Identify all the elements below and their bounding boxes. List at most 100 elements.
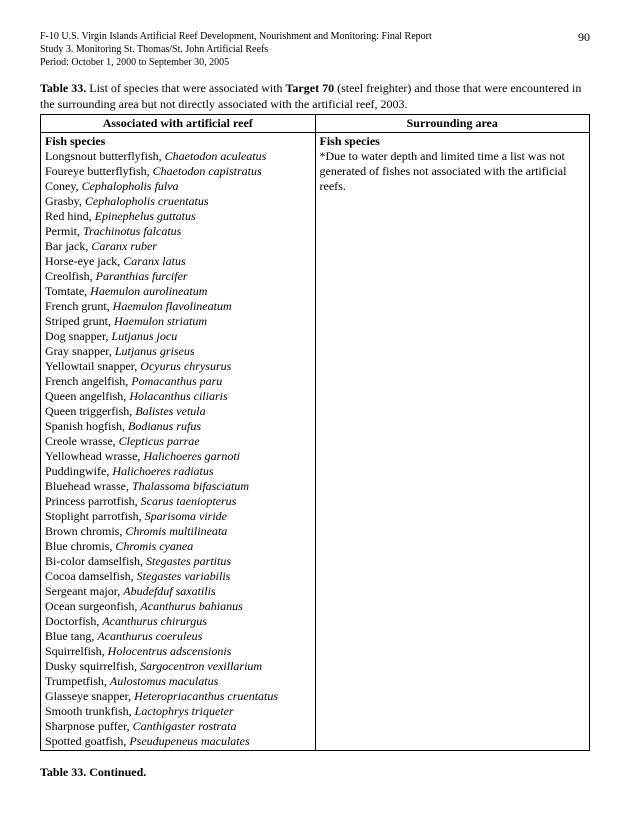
cell-right: Fish species *Due to water depth and lim… [315, 133, 590, 751]
species-list: Longsnout butterflyfish, Chaetodon acule… [45, 149, 311, 749]
species-scientific-name: Canthigaster rostrata [133, 719, 237, 733]
header-line-1: F-10 U.S. Virgin Islands Artificial Reef… [40, 30, 432, 43]
page-number: 90 [578, 30, 590, 45]
species-scientific-name: Lutjanus griseus [115, 344, 195, 358]
species-common-name: Grasby, [45, 194, 85, 208]
species-common-name: Queen triggerfish, [45, 404, 135, 418]
species-common-name: Sharpnose puffer, [45, 719, 133, 733]
species-scientific-name: Halichoeres radiatus [112, 464, 213, 478]
species-common-name: Queen angelfish, [45, 389, 129, 403]
species-scientific-name: Chromis cyanea [115, 539, 193, 553]
species-line: Sharpnose puffer, Canthigaster rostrata [45, 719, 311, 734]
species-common-name: Stoplight parrotfish, [45, 509, 145, 523]
species-scientific-name: Epinephelus guttatus [95, 209, 196, 223]
species-common-name: Permit, [45, 224, 83, 238]
species-scientific-name: Acanthurus bahianus [140, 599, 242, 613]
species-scientific-name: Holacanthus ciliaris [129, 389, 227, 403]
species-line: Gray snapper, Lutjanus griseus [45, 344, 311, 359]
species-scientific-name: Caranx ruber [91, 239, 157, 253]
species-scientific-name: Thalassoma bifasciatum [132, 479, 249, 493]
table-body-row: Fish species Longsnout butterflyfish, Ch… [41, 133, 590, 751]
species-line: Dusky squirrelfish, Sargocentron vexilla… [45, 659, 311, 674]
species-scientific-name: Lutjanus jocu [112, 329, 178, 343]
caption-table-label: Table 33. [40, 81, 86, 95]
species-scientific-name: Paranthias furcifer [96, 269, 188, 283]
caption-target: Target 70 [286, 81, 335, 95]
species-scientific-name: Bodianus rufus [128, 419, 201, 433]
species-line: Cocoa damselfish, Stegastes variabilis [45, 569, 311, 584]
species-common-name: Blue tang, [45, 629, 97, 643]
species-common-name: Glasseye snapper, [45, 689, 134, 703]
species-line: Princess parrotfish, Scarus taeniopterus [45, 494, 311, 509]
species-line: Dog snapper, Lutjanus jocu [45, 329, 311, 344]
species-common-name: Bar jack, [45, 239, 91, 253]
species-scientific-name: Haemulon flavolineatum [113, 299, 232, 313]
species-line: Doctorfish, Acanthurus chirurgus [45, 614, 311, 629]
species-common-name: Spanish hogfish, [45, 419, 128, 433]
species-common-name: Tomtate, [45, 284, 90, 298]
col-header-left: Associated with artificial reef [41, 115, 316, 133]
species-line: Queen angelfish, Holacanthus ciliaris [45, 389, 311, 404]
species-scientific-name: Lactophrys triqueter [135, 704, 234, 718]
species-common-name: Gray snapper, [45, 344, 115, 358]
species-scientific-name: Balistes vetula [135, 404, 205, 418]
species-line: Bi-color damselfish, Stegastes partitus [45, 554, 311, 569]
species-line: Red hind, Epinephelus guttatus [45, 209, 311, 224]
header-lines: F-10 U.S. Virgin Islands Artificial Reef… [40, 30, 432, 69]
right-section-title: Fish species [320, 134, 586, 149]
species-common-name: Blue chromis, [45, 539, 115, 553]
species-common-name: Trumpetfish, [45, 674, 110, 688]
species-common-name: Coney, [45, 179, 82, 193]
species-scientific-name: Acanthurus chirurgus [102, 614, 207, 628]
species-line: Bluehead wrasse, Thalassoma bifasciatum [45, 479, 311, 494]
species-line: Smooth trunkfish, Lactophrys triqueter [45, 704, 311, 719]
table-header-row: Associated with artificial reef Surround… [41, 115, 590, 133]
header-line-3: Period: October 1, 2000 to September 30,… [40, 56, 432, 69]
species-common-name: Striped grunt, [45, 314, 114, 328]
species-scientific-name: Pomacanthus paru [131, 374, 222, 388]
species-common-name: Bi-color damselfish, [45, 554, 146, 568]
species-scientific-name: Chromis multilineata [125, 524, 227, 538]
species-scientific-name: Heteropriacanthus cruentatus [134, 689, 278, 703]
species-scientific-name: Aulostomus maculatus [110, 674, 218, 688]
species-common-name: Puddingwife, [45, 464, 112, 478]
species-line: Grasby, Cephalopholis cruentatus [45, 194, 311, 209]
species-line: Longsnout butterflyfish, Chaetodon acule… [45, 149, 311, 164]
header-line-2: Study 3. Monitoring St. Thomas/St. John … [40, 43, 432, 56]
species-line: Creole wrasse, Clepticus parrae [45, 434, 311, 449]
species-scientific-name: Acanthurus coeruleus [97, 629, 202, 643]
species-line: Bar jack, Caranx ruber [45, 239, 311, 254]
species-common-name: Squirrelfish, [45, 644, 108, 658]
species-line: Creolfish, Paranthias furcifer [45, 269, 311, 284]
species-line: Brown chromis, Chromis multilineata [45, 524, 311, 539]
species-common-name: Longsnout butterflyfish, [45, 149, 165, 163]
species-scientific-name: Caranx latus [123, 254, 185, 268]
page-header: F-10 U.S. Virgin Islands Artificial Reef… [40, 30, 590, 69]
species-line: Permit, Trachinotus falcatus [45, 224, 311, 239]
species-line: Queen triggerfish, Balistes vetula [45, 404, 311, 419]
species-scientific-name: Halichoeres garnoti [143, 449, 240, 463]
species-line: Tomtate, Haemulon aurolineatum [45, 284, 311, 299]
species-scientific-name: Chaetodon aculeatus [165, 149, 267, 163]
species-common-name: Brown chromis, [45, 524, 125, 538]
species-line: Glasseye snapper, Heteropriacanthus crue… [45, 689, 311, 704]
species-common-name: Princess parrotfish, [45, 494, 141, 508]
species-line: Spotted goatfish, Pseudupeneus maculates [45, 734, 311, 749]
species-common-name: Doctorfish, [45, 614, 102, 628]
species-common-name: Ocean surgeonfish, [45, 599, 140, 613]
species-scientific-name: Abudefduf saxatilis [123, 584, 215, 598]
species-common-name: Smooth trunkfish, [45, 704, 135, 718]
species-scientific-name: Clepticus parrae [119, 434, 200, 448]
species-common-name: Dog snapper, [45, 329, 112, 343]
species-line: Yellowhead wrasse, Halichoeres garnoti [45, 449, 311, 464]
species-common-name: Bluehead wrasse, [45, 479, 132, 493]
species-scientific-name: Haemulon aurolineatum [90, 284, 207, 298]
species-scientific-name: Cephalopholis fulva [82, 179, 179, 193]
species-table: Associated with artificial reef Surround… [40, 114, 590, 751]
species-common-name: Sergeant major, [45, 584, 123, 598]
species-line: Horse-eye jack, Caranx latus [45, 254, 311, 269]
species-scientific-name: Cephalopholis cruentatus [85, 194, 209, 208]
species-common-name: Cocoa damselfish, [45, 569, 137, 583]
species-line: Blue chromis, Chromis cyanea [45, 539, 311, 554]
species-line: French angelfish, Pomacanthus paru [45, 374, 311, 389]
